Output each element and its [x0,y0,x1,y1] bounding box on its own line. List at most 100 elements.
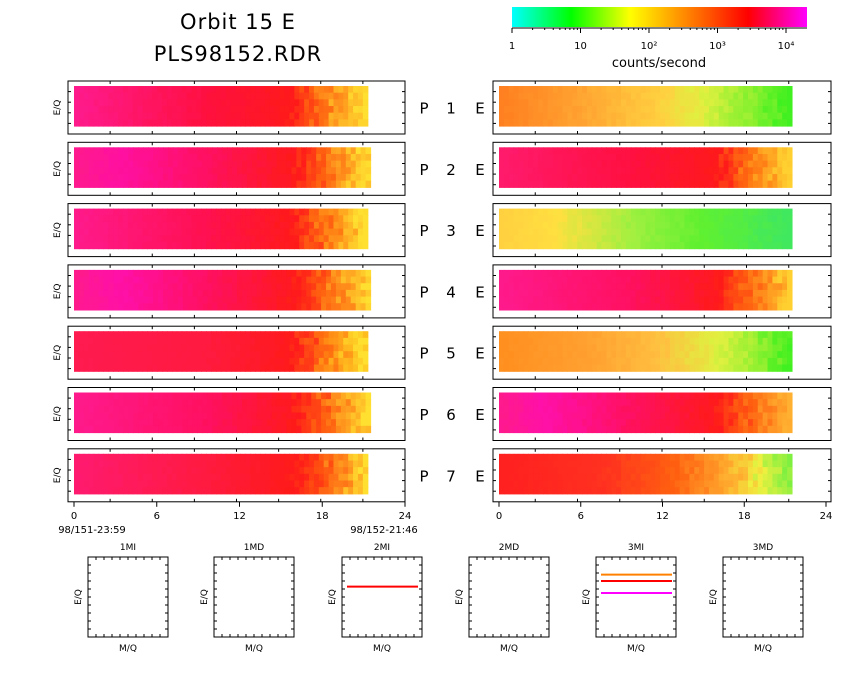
heatmap-cell [191,221,197,230]
heatmap-cell [128,153,134,162]
heatmap-cell [606,364,612,372]
heatmap-cell [733,92,739,100]
heatmap-cell [665,173,671,182]
heatmap-cell [645,153,651,162]
heatmap-cell [304,221,310,230]
heatmap-cell [269,351,276,359]
heatmap-cell [83,331,90,339]
heatmap-cell [782,331,788,339]
heatmap-cell [728,208,734,216]
heatmap-cell [113,331,119,339]
heatmap-cell [235,99,242,107]
heatmap-cell [552,405,559,414]
heatmap-cell [577,119,583,127]
heatmap-cell [137,467,144,475]
heatmap-cell [684,399,691,407]
heatmap-cell [572,208,578,216]
heatmap-cell [113,167,120,175]
heatmap-cell [582,364,588,372]
heatmap-cell [616,106,622,114]
heatmap-cell [318,241,325,250]
heatmap-cell [103,487,109,495]
heatmap-cell [513,296,520,304]
heatmap-cell [153,399,159,407]
heatmap-cell [207,296,213,304]
heatmap-cell [279,92,286,100]
heatmap-cell [217,173,223,182]
heatmap-cell [718,425,725,434]
heatmap-cell [777,180,783,188]
heatmap-cell [246,296,253,304]
heatmap-cell [723,392,730,400]
heatmap-cell [260,119,266,127]
heatmap-cell [230,241,237,250]
heatmap-cell [316,283,322,291]
heatmap-cell [227,399,233,407]
heatmap-cell [694,86,700,94]
heatmap-cell [158,269,164,278]
heatmap-cell [577,412,583,420]
heatmap-cell [350,419,357,427]
heatmap-cell [621,296,627,304]
heatmap-cell [752,241,759,250]
heatmap-cell [301,180,307,188]
heatmap-cell [177,303,184,311]
heatmap-cell [655,364,661,372]
heatmap-cell [699,399,705,407]
heatmap-cell [508,208,515,216]
heatmap-panel-left-p2: E/Q [53,141,406,196]
heatmap-cell [206,241,212,250]
heatmap-cell [523,241,529,250]
heatmap-cell [171,92,178,100]
heatmap-cell [669,392,676,400]
heatmap-cell [699,86,705,94]
heatmap-cell [250,208,256,216]
heatmap-cell [108,473,114,482]
heatmap-cell [542,180,549,188]
heatmap-cell [601,167,608,175]
heatmap-cell [260,480,266,488]
heatmap-cell [186,215,193,223]
heatmap-cell [330,412,337,420]
heatmap-cell [113,296,120,304]
heatmap-cell [738,357,744,366]
heatmap-cell [684,289,691,298]
heatmap-cell [343,221,349,230]
heatmap-cell [220,106,227,114]
heatmap-cell [660,303,666,311]
heatmap-cell [260,208,266,216]
heatmap-cell [640,344,647,352]
heatmap-cell [552,119,559,127]
heatmap-cell [215,99,222,107]
heatmap-cell [718,276,725,284]
heatmap-cell [523,364,529,372]
heatmap-cell [207,405,213,414]
heatmap-cell [276,289,283,298]
heatmap-cell [123,147,129,155]
heatmap-cell [357,364,364,372]
heatmap-cell [279,99,286,107]
heatmap-cell [108,241,114,250]
heatmap-cell [782,112,788,120]
heatmap-cell [296,425,302,434]
heatmap-cell [281,419,288,427]
heatmap-cell [650,283,656,291]
heatmap-cell [321,283,327,291]
heatmap-cell [684,419,691,427]
heatmap-cell [157,453,163,462]
heatmap-cell [582,303,588,311]
heatmap-cell [660,215,666,223]
heatmap-cell [787,99,793,107]
heatmap-cell [201,331,207,339]
heatmap-cell [350,392,357,400]
heatmap-cell [591,221,598,230]
heatmap-cell [142,221,149,230]
heatmap-cell [242,392,248,400]
heatmap-cell [645,235,651,243]
heatmap-cell [242,276,248,284]
heatmap-cell [748,228,754,236]
heatmap-cell [518,337,525,346]
heatmap-cell [743,269,749,278]
heatmap-cell [142,208,149,216]
heatmap-cell [98,235,104,243]
